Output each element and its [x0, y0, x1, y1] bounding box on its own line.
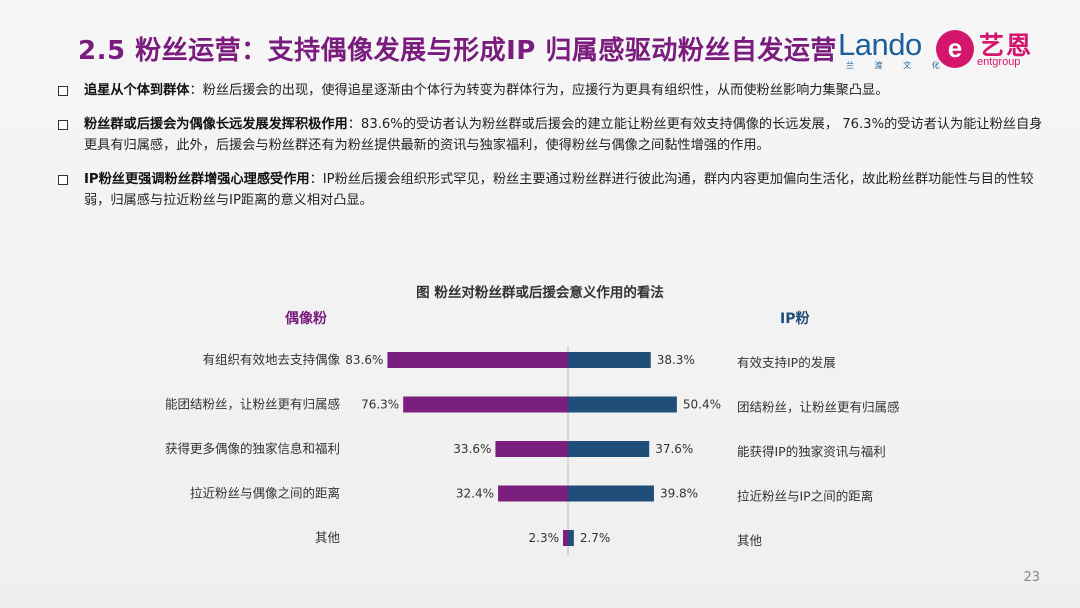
- bullet-text: ：IP粉丝后援会组织形式罕见，粉丝主要通过粉丝群进行彼此沟通，群内内容更加偏向生…: [84, 172, 1034, 208]
- entgroup-logo-en: entgroup: [977, 56, 1021, 68]
- category-left-label: 拉近粉丝与偶像之间的距离: [190, 486, 340, 501]
- entgroup-logo: e 艺恩 entgroup: [936, 28, 1046, 72]
- bar-right-value-label: 39.8%: [660, 487, 698, 501]
- category-left-label: 其他: [315, 530, 341, 545]
- entgroup-logo-cn: 艺恩: [979, 31, 1034, 60]
- checkbox-square-icon: [58, 120, 68, 130]
- bullet-item: 追星从个体到群体：粉丝后援会的出现，使得追星逐渐由个体行为转变为群体行为，应援行…: [56, 80, 1046, 101]
- page-title: 2.5 粉丝运营：支持偶像发展与形成IP 归属感驱动粉丝自发运营: [78, 36, 837, 66]
- bullet-text: ：粉丝后援会的出现，使得追星逐渐由个体行为转变为群体行为，应援行为更具有组织性，…: [189, 83, 889, 98]
- series-left-label: 偶像粉: [285, 311, 327, 327]
- series-right-label: IP粉: [780, 311, 810, 327]
- lando-logo-word: Lando: [838, 27, 922, 62]
- bar-left-1: [403, 396, 568, 413]
- bar-left-value-label: 33.6%: [453, 442, 491, 456]
- bar-right-3: [568, 485, 654, 502]
- page-number: 23: [1023, 570, 1040, 585]
- bullet-item: 粉丝群或后援会为偶像长远发展发挥积极作用：83.6%的受访者认为粉丝群或后援会的…: [56, 114, 1046, 156]
- bar-left-value-label: 76.3%: [361, 398, 399, 412]
- bar-left-4: [563, 530, 568, 546]
- lando-logo: Lando 兰 渡 文 化: [838, 27, 949, 71]
- bar-right-4: [568, 530, 574, 546]
- bar-right-2: [568, 441, 650, 457]
- entgroup-logo-mark: e: [936, 30, 974, 68]
- bar-right-value-label: 38.3%: [657, 353, 695, 367]
- bar-right-value-label: 37.6%: [655, 442, 693, 456]
- category-right-label: 拉近粉丝与IP之间的距离: [737, 489, 873, 504]
- bar-left-0: [387, 352, 568, 368]
- bar-right-value-label: 50.4%: [683, 398, 721, 412]
- lando-logo-sub: 兰 渡 文 化: [846, 61, 949, 70]
- bullet-text: ：83.6%的受访者认为粉丝群或后援会的建立能让粉丝更有效支持偶像的长远发展， …: [84, 117, 1043, 153]
- bullet-list: 追星从个体到群体：粉丝后援会的出现，使得追星逐渐由个体行为转变为群体行为，应援行…: [56, 80, 1046, 224]
- checkbox-square-icon: [58, 175, 68, 185]
- bar-left-2: [495, 441, 568, 457]
- chart-title: 图 粉丝对粉丝群或后援会意义作用的看法: [416, 285, 664, 301]
- bullet-lead: 粉丝群或后援会为偶像长远发展发挥积极作用: [84, 117, 348, 132]
- bar-left-3: [498, 485, 568, 502]
- bar-right-1: [568, 396, 677, 413]
- checkbox-square-icon: [58, 86, 68, 96]
- bar-left-value-label: 83.6%: [345, 353, 383, 367]
- category-left-label: 能团结粉丝，让粉丝更有归属感: [165, 397, 340, 412]
- category-left-label: 有组织有效地去支持偶像: [202, 352, 340, 367]
- bullet-lead: IP粉丝更强调粉丝群增强心理感受作用: [84, 172, 310, 187]
- bar-left-value-label: 2.3%: [529, 531, 560, 545]
- bar-right-value-label: 2.7%: [580, 531, 611, 545]
- bar-left-value-label: 32.4%: [456, 487, 494, 501]
- category-right-label: 其他: [737, 533, 763, 548]
- bullet-lead: 追星从个体到群体: [84, 83, 190, 98]
- category-left-label: 获得更多偶像的独家信息和福利: [165, 441, 340, 456]
- bar-right-0: [568, 352, 651, 368]
- category-right-label: 团结粉丝，让粉丝更有归属感: [737, 400, 900, 415]
- bullet-item: IP粉丝更强调粉丝群增强心理感受作用：IP粉丝后援会组织形式罕见，粉丝主要通过粉…: [56, 169, 1046, 211]
- category-right-label: 能获得IP的独家资讯与福利: [737, 444, 886, 459]
- category-right-label: 有效支持IP的发展: [737, 355, 836, 370]
